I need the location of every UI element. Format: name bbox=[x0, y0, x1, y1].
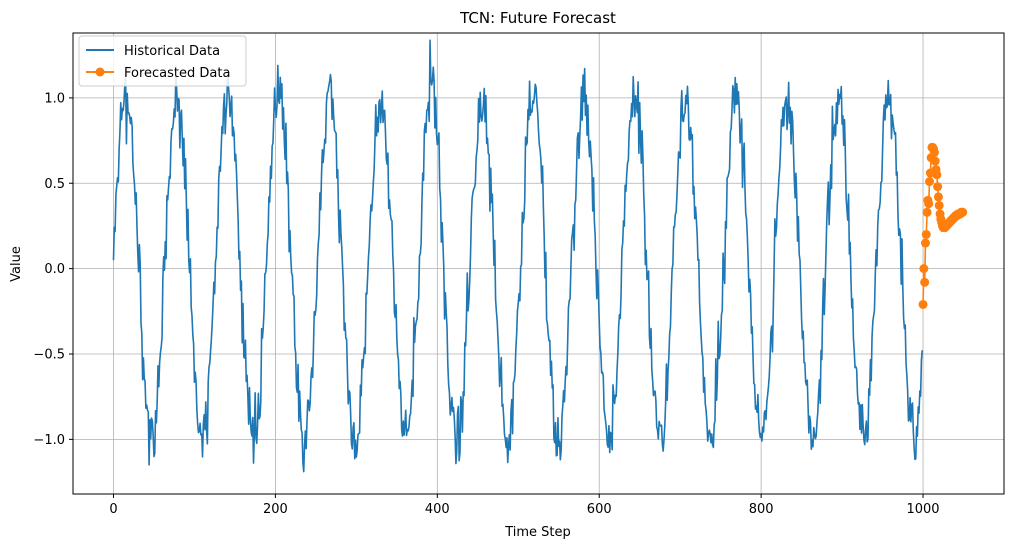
y-tick-label: −1.0 bbox=[33, 433, 65, 448]
forecast-point bbox=[925, 177, 935, 187]
x-tick-label: 1000 bbox=[906, 502, 939, 517]
x-axis-label: Time Step bbox=[504, 525, 571, 540]
forecast-point bbox=[929, 148, 939, 158]
y-tick-label: 0.5 bbox=[44, 177, 65, 192]
x-tick-label: 800 bbox=[749, 502, 774, 517]
y-axis-label: Value bbox=[9, 246, 24, 282]
forecast-point bbox=[934, 200, 944, 210]
legend: Historical Data Forecasted Data bbox=[78, 35, 247, 87]
forecast-point bbox=[920, 277, 930, 287]
forecast-point bbox=[919, 264, 929, 274]
y-axis-ticks: −1.0 −0.5 0.0 0.5 1.0 bbox=[33, 91, 73, 448]
forecast-point bbox=[918, 299, 928, 309]
forecast-point bbox=[922, 207, 932, 217]
plot-frame bbox=[72, 32, 1005, 495]
x-tick-label: 200 bbox=[263, 502, 288, 517]
forecast-point bbox=[920, 238, 930, 248]
x-tick-label: 0 bbox=[109, 502, 117, 517]
legend-label-historical: Historical Data bbox=[124, 44, 220, 59]
forecast-point bbox=[932, 170, 942, 180]
x-axis-ticks: 0 200 400 600 800 1000 bbox=[109, 494, 940, 517]
y-tick-label: −0.5 bbox=[33, 347, 65, 362]
forecast-point bbox=[933, 182, 943, 192]
legend-label-forecasted: Forecasted Data bbox=[124, 66, 230, 81]
forecast-point bbox=[921, 229, 931, 239]
forecast-point bbox=[930, 156, 940, 166]
series-layer bbox=[112, 39, 968, 473]
forecast-point bbox=[924, 199, 934, 209]
y-tick-label: 0.0 bbox=[44, 262, 65, 277]
legend-marker-forecasted bbox=[95, 67, 105, 77]
x-tick-label: 600 bbox=[587, 502, 612, 517]
series-line-historical-data bbox=[112, 39, 924, 473]
chart-title: TCN: Future Forecast bbox=[459, 9, 616, 27]
grid bbox=[73, 33, 1004, 494]
forecast-point bbox=[933, 192, 943, 202]
legend-box bbox=[78, 35, 247, 87]
forecast-point bbox=[958, 207, 968, 217]
x-tick-label: 400 bbox=[425, 502, 450, 517]
y-tick-label: 1.0 bbox=[44, 91, 65, 106]
